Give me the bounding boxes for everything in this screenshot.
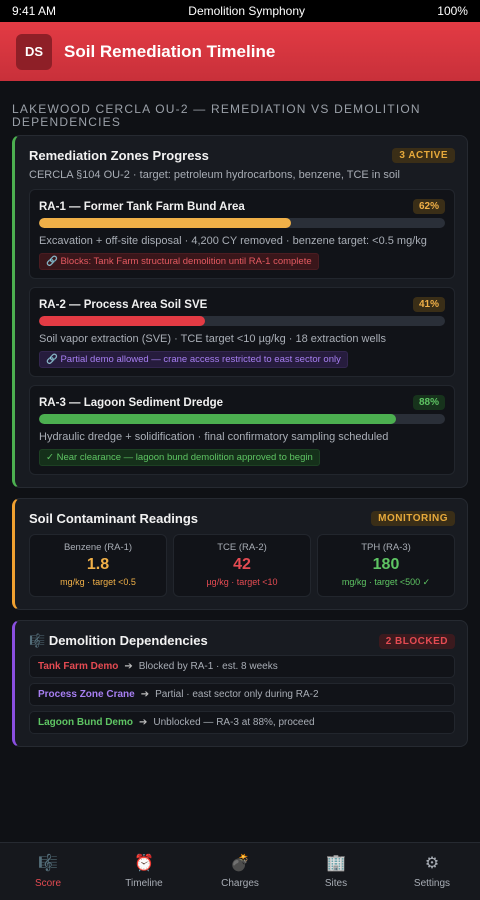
dependency-status: Unblocked — RA-3 at 88%, proceed (153, 717, 315, 728)
main-content: LAKEWOOD CERCLA OU-2 — REMEDIATION VS DE… (0, 81, 480, 747)
progress-bar (39, 414, 445, 424)
tab-label: Score (34, 878, 62, 889)
zone-title: RA-3 — Lagoon Sediment Dredge (39, 396, 224, 409)
reading-label: Benzene (RA-1) (63, 542, 133, 553)
section-label: LAKEWOOD CERCLA OU-2 — REMEDIATION VS DE… (12, 102, 421, 129)
card-title: Remediation Zones Progress (29, 148, 209, 163)
reading-benzene[interactable]: Benzene (RA-1) 1.8 mg/kg · target <0.5 (29, 534, 167, 597)
app-logo-icon[interactable]: DS (16, 33, 52, 70)
tab-charges[interactable]: 💣 Charges (192, 843, 288, 900)
dependency-row[interactable]: Process Zone Crane ➔ Partial · east sect… (29, 683, 455, 706)
remediation-zones-card: Remediation Zones Progress 3 ACTIVE CERC… (12, 135, 468, 488)
music-score-icon: 🎼 (38, 855, 58, 872)
zone-percent-badge: 88% (412, 395, 445, 410)
tab-timeline[interactable]: ⏰ Timeline (96, 843, 192, 900)
card-title: Soil Contaminant Readings (29, 511, 199, 526)
alarm-clock-icon: ⏰ (134, 855, 154, 872)
reading-tce[interactable]: TCE (RA-2) 42 µg/kg · target <10 (173, 534, 311, 597)
arrow-right-icon: ➔ (124, 661, 133, 672)
bomb-icon: 💣 (230, 855, 250, 872)
card-subtitle: CERCLA §104 OU-2 · target: petroleum hyd… (29, 169, 400, 181)
arrow-right-icon: ➔ (139, 717, 148, 728)
bottom-tab-bar: 🎼 Score ⏰ Timeline 💣 Charges 🏢 Sites ⚙ S… (0, 842, 480, 900)
reading-tph[interactable]: TPH (RA-3) 180 mg/kg · target <500 ✓ (317, 534, 455, 597)
reading-label: TPH (RA-3) (361, 542, 411, 553)
dependency-note: ✓ Near clearance — lagoon bund demolitio… (39, 449, 320, 466)
zone-percent-badge: 41% (412, 297, 445, 312)
dependency-row[interactable]: Tank Farm Demo ➔ Blocked by RA-1 · est. … (29, 655, 455, 678)
progress-bar-fill (39, 316, 206, 326)
tab-label: Timeline (125, 878, 163, 889)
contaminant-readings-card: Soil Contaminant Readings MONITORING Ben… (12, 498, 468, 610)
tab-label: Settings (413, 878, 451, 889)
arrow-right-icon: ➔ (140, 689, 150, 700)
zone-title: RA-1 — Former Tank Farm Bund Area (39, 200, 245, 213)
zone-title: RA-2 — Process Area Soil SVE (39, 298, 208, 311)
reading-value: 1.8 (86, 556, 110, 573)
tab-score[interactable]: 🎼 Score (0, 843, 96, 900)
status-time: 9:41 AM (12, 4, 57, 18)
app-header: DS Soil Remediation Timeline (0, 22, 480, 81)
tab-settings[interactable]: ⚙ Settings (384, 843, 480, 900)
reading-target: mg/kg · target <500 ✓ (341, 577, 431, 587)
dependency-row[interactable]: Lagoon Bund Demo ➔ Unblocked — RA-3 at 8… (29, 711, 455, 734)
status-app-title: Demolition Symphony (188, 4, 306, 18)
demolition-dependencies-card: 🎼 Demolition Dependencies 2 BLOCKED Tank… (12, 620, 468, 747)
dependency-name: Tank Farm Demo (38, 661, 119, 672)
zone-ra2[interactable]: RA-2 — Process Area Soil SVE 41% Soil va… (29, 287, 455, 377)
reading-value: 180 (372, 556, 400, 573)
zone-ra3[interactable]: RA-3 — Lagoon Sediment Dredge 88% Hydrau… (29, 385, 455, 475)
tab-label: Sites (324, 878, 348, 889)
zone-description: Excavation + off-site disposal · 4,200 C… (39, 235, 427, 247)
progress-bar (39, 218, 445, 228)
status-badge: 2 BLOCKED (378, 633, 455, 649)
zone-description: Soil vapor extraction (SVE) · TCE target… (39, 333, 386, 345)
dependency-status: Partial · east sector only during RA-2 (155, 689, 319, 700)
progress-bar (39, 316, 445, 326)
card-title-text: Demolition Dependencies (48, 633, 208, 648)
building-icon: 🏢 (326, 855, 346, 872)
dependency-name: Process Zone Crane (38, 689, 135, 700)
status-badge: MONITORING (371, 511, 455, 526)
reading-target: mg/kg · target <0.5 (60, 577, 136, 587)
reading-value: 42 (233, 556, 251, 573)
status-bar: 9:41 AM Demolition Symphony 100% (0, 0, 480, 22)
zone-percent-badge: 62% (412, 199, 445, 214)
tab-label: Charges (221, 878, 259, 889)
progress-bar-fill (39, 218, 291, 228)
dependency-note: 🔗 Blocks: Tank Farm structural demolitio… (39, 253, 319, 270)
music-score-icon: 🎼 (29, 633, 46, 648)
zone-ra1[interactable]: RA-1 — Former Tank Farm Bund Area 62% Ex… (29, 189, 455, 279)
page-title: Soil Remediation Timeline (64, 41, 276, 61)
dependency-status: Blocked by RA-1 · est. 8 weeks (138, 661, 278, 672)
status-battery: 100% (437, 4, 468, 18)
reading-target: µg/kg · target <10 (206, 577, 278, 587)
dependency-name: Lagoon Bund Demo (38, 717, 133, 728)
zone-description: Hydraulic dredge + solidification · fina… (39, 431, 389, 443)
reading-label: TCE (RA-2) (217, 542, 267, 553)
progress-bar-fill (39, 414, 397, 424)
card-title: 🎼 Demolition Dependencies (29, 633, 208, 649)
gear-icon: ⚙ (424, 855, 440, 872)
status-badge: 3 ACTIVE (392, 148, 455, 163)
dependency-note: 🔗 Partial demo allowed — crane access re… (39, 351, 348, 368)
tab-sites[interactable]: 🏢 Sites (288, 843, 384, 900)
